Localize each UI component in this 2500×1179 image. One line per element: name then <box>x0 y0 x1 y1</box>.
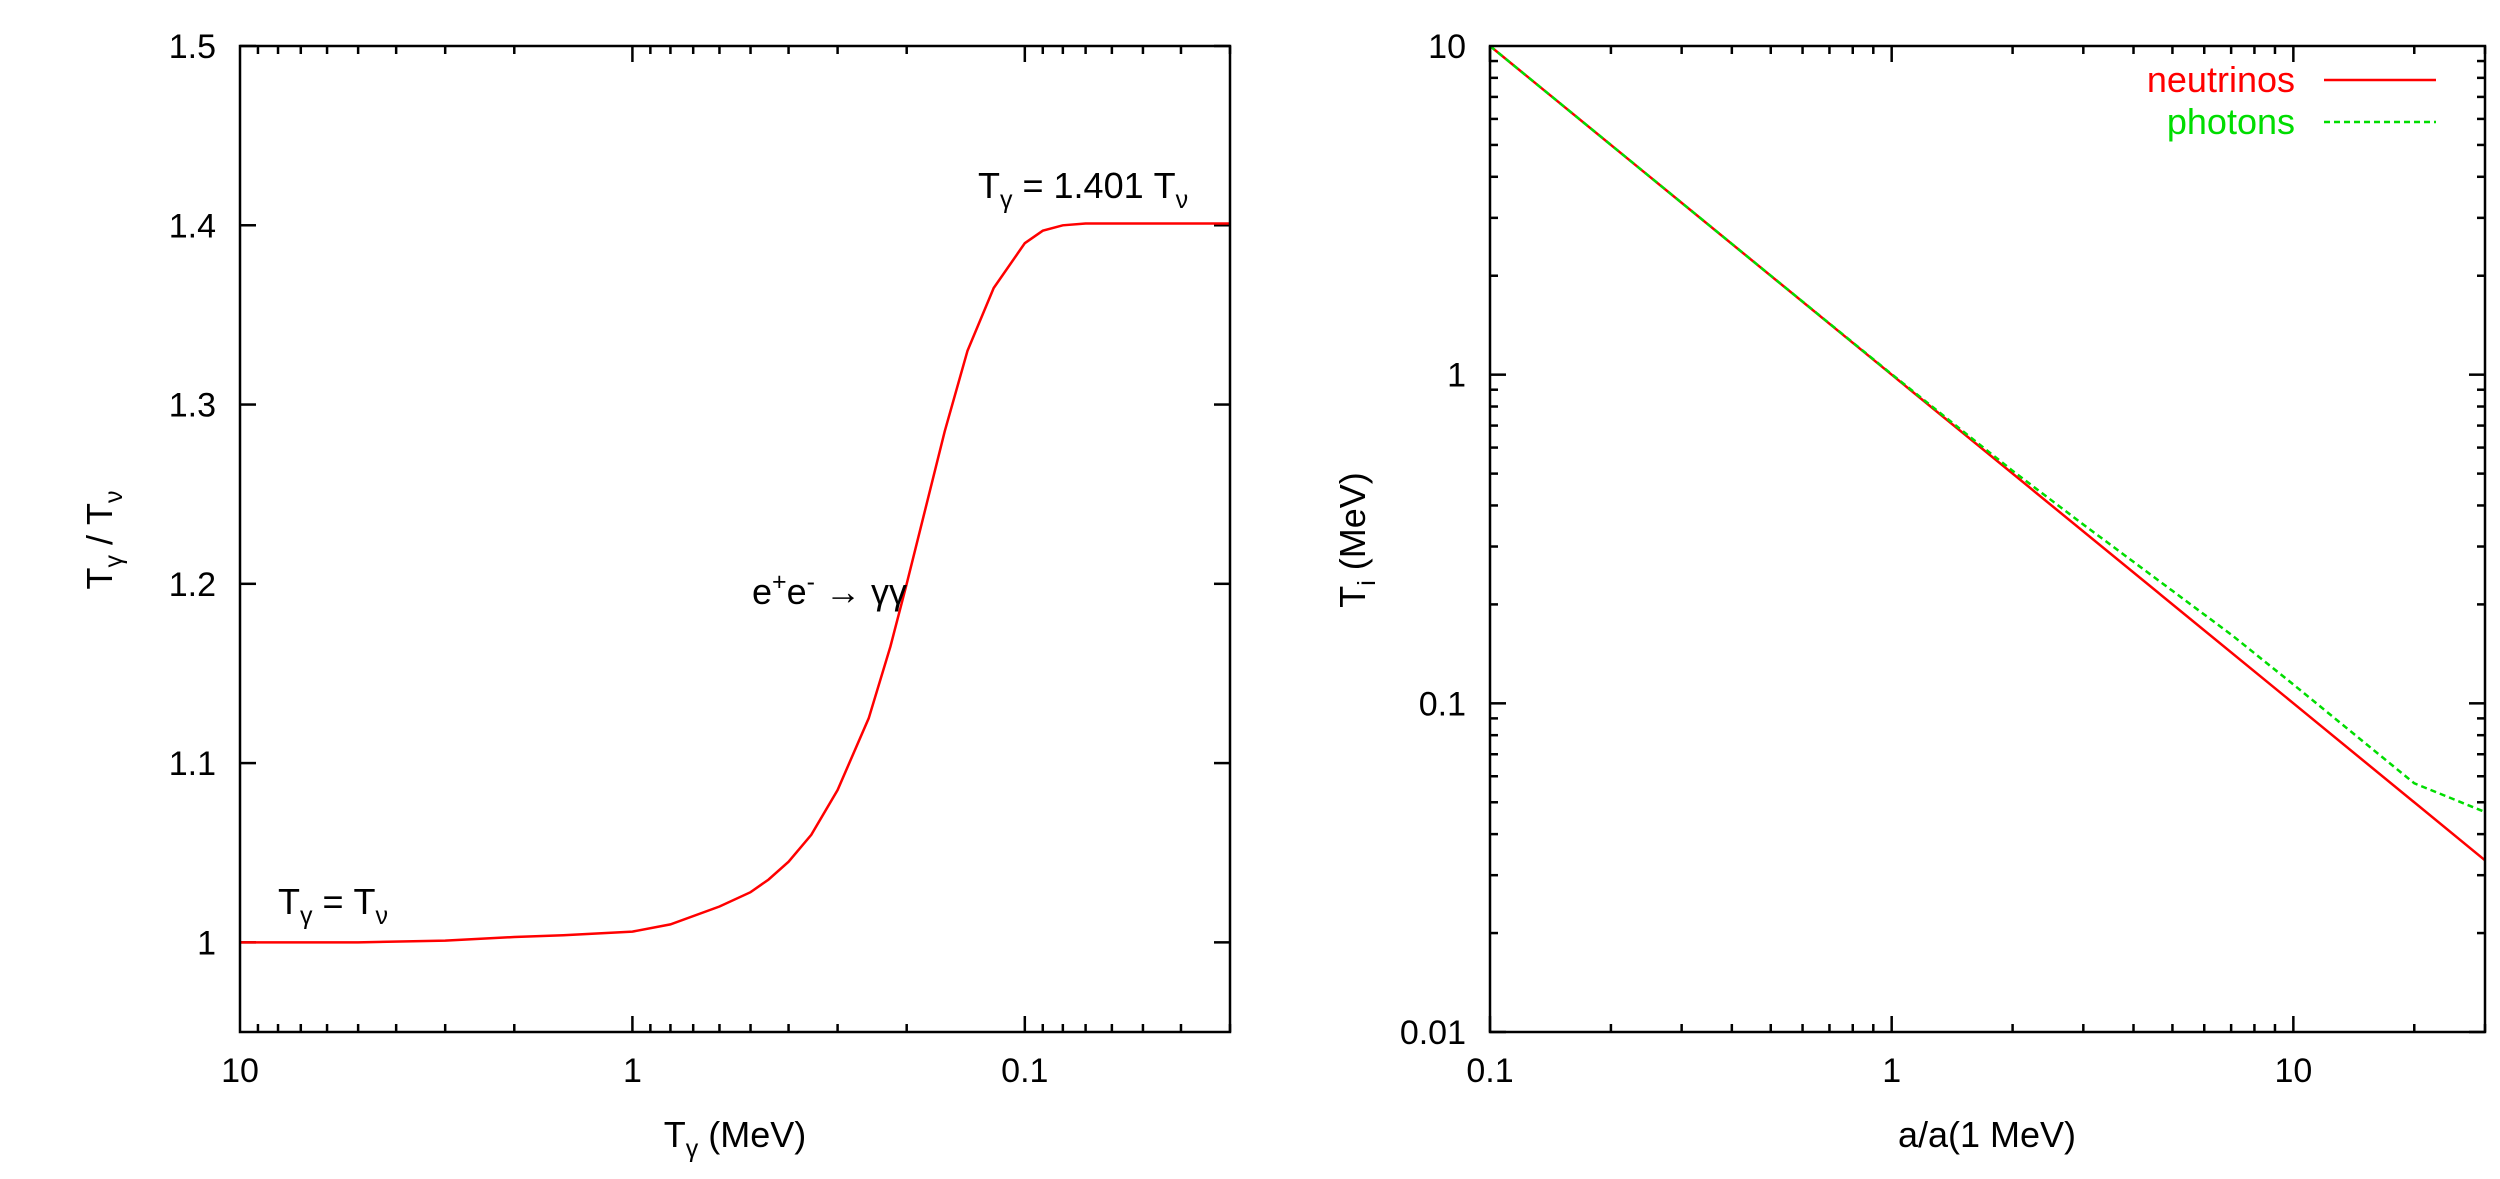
left-y-tick-label: 1.3 <box>169 387 216 425</box>
left-y-tick-label: 1 <box>197 924 216 962</box>
left-x-axis-label: Tγ (MeV) <box>664 1114 807 1163</box>
left-x-tick-label: 0.1 <box>1001 1052 1048 1090</box>
left-plot-area <box>240 222 1230 944</box>
right-y-tick-label: 0.1 <box>1419 685 1466 723</box>
left-series-line-0 <box>240 222 1230 944</box>
left-y-tick-label: 1.5 <box>169 28 216 66</box>
annotation-equal-temperatures: Tγ = Tν <box>278 881 388 930</box>
right-plot-area <box>1489 45 2486 862</box>
right-y-tick-label: 10 <box>1428 28 1466 66</box>
right-ticks <box>1488 46 2487 1034</box>
right-plot-frame <box>1488 44 2487 1034</box>
legend-label-photons: photons <box>2167 101 2295 142</box>
left-y-tick-label: 1.4 <box>169 207 216 245</box>
right-y-tick-label: 1 <box>1447 357 1466 395</box>
left-x-tick-label: 10 <box>221 1052 259 1090</box>
left-tick-labels: 10 1 0.1 1 1.1 1.2 1.3 1.4 1.5 <box>169 28 1049 1090</box>
left-x-tick-label: 1 <box>623 1052 642 1090</box>
annotation-annihilation: e+e- → γγ <box>752 568 907 612</box>
right-y-axis-label: Ti (MeV) <box>1332 472 1381 608</box>
chart-left: 10 1 0.111.11.21.31.41.5 Tγ (MeV) Tγ / Tν … <box>79 28 1232 1163</box>
right-x-tick-label: 0.1 <box>1466 1052 1513 1090</box>
left-y-axis-label: Tγ / Tν <box>79 491 128 590</box>
legend-label-neutrinos: neutrinos <box>2147 59 2295 100</box>
left-y-tick-label: 1.1 <box>169 745 216 783</box>
legend: neutrinos photons <box>2147 59 2436 142</box>
right-x-tick-label: 10 <box>2274 1052 2312 1090</box>
right-x-axis-label: a/a(1 MeV) <box>1898 1114 2076 1155</box>
left-plot-frame <box>238 44 1232 1034</box>
annotation-ratio-1401: Tγ = 1.401 Tν <box>978 165 1188 214</box>
right-series-line-neutrinos <box>1489 45 2486 862</box>
left-y-tick-label: 1.2 <box>169 566 216 604</box>
right-y-tick-label: 0.01 <box>1400 1014 1466 1052</box>
right-x-tick-label: 1 <box>1882 1052 1901 1090</box>
right-series-line-photons <box>1489 45 2486 814</box>
